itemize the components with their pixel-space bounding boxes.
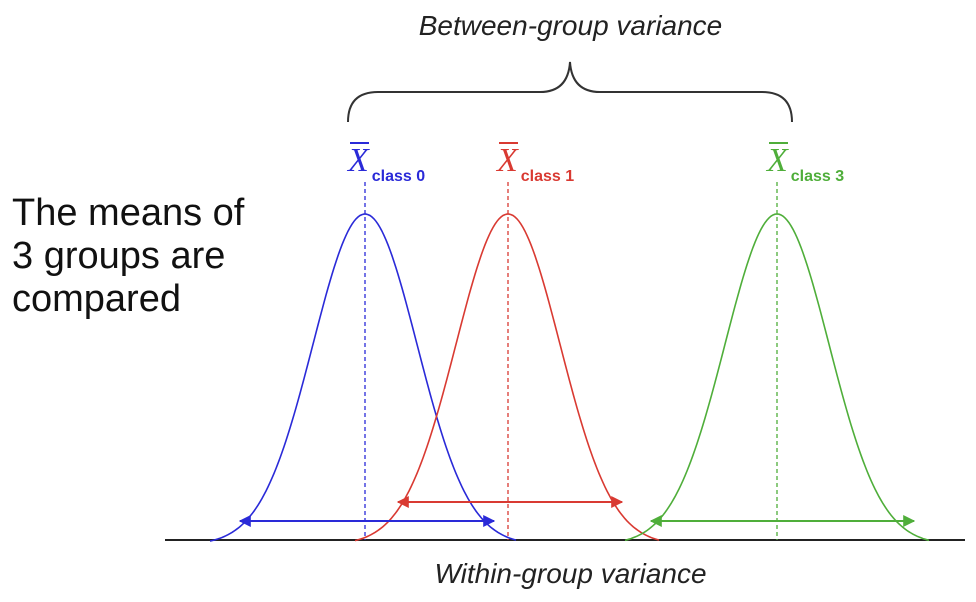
- mean-symbol: X: [767, 142, 788, 179]
- description-text: The means of 3 groups are compared: [12, 192, 272, 321]
- description-line-1: The means of: [12, 192, 245, 234]
- distribution-curve-class0: [209, 213, 517, 542]
- between-group-variance-label: Between-group variance: [418, 10, 723, 41]
- description-line-2: 3 groups are: [12, 235, 226, 277]
- mean-subscript: class 0: [371, 168, 426, 185]
- mean-subscript: class 1: [520, 168, 575, 185]
- mean-symbol: X: [348, 142, 369, 179]
- between-group-brace: [347, 61, 793, 123]
- mean-subscript: class 3: [790, 168, 845, 185]
- mean-symbol: X: [497, 142, 518, 179]
- within-group-variance-label: Within-group variance: [434, 558, 707, 589]
- distribution-curve-class1: [354, 213, 660, 542]
- description-line-3: compared: [12, 278, 181, 320]
